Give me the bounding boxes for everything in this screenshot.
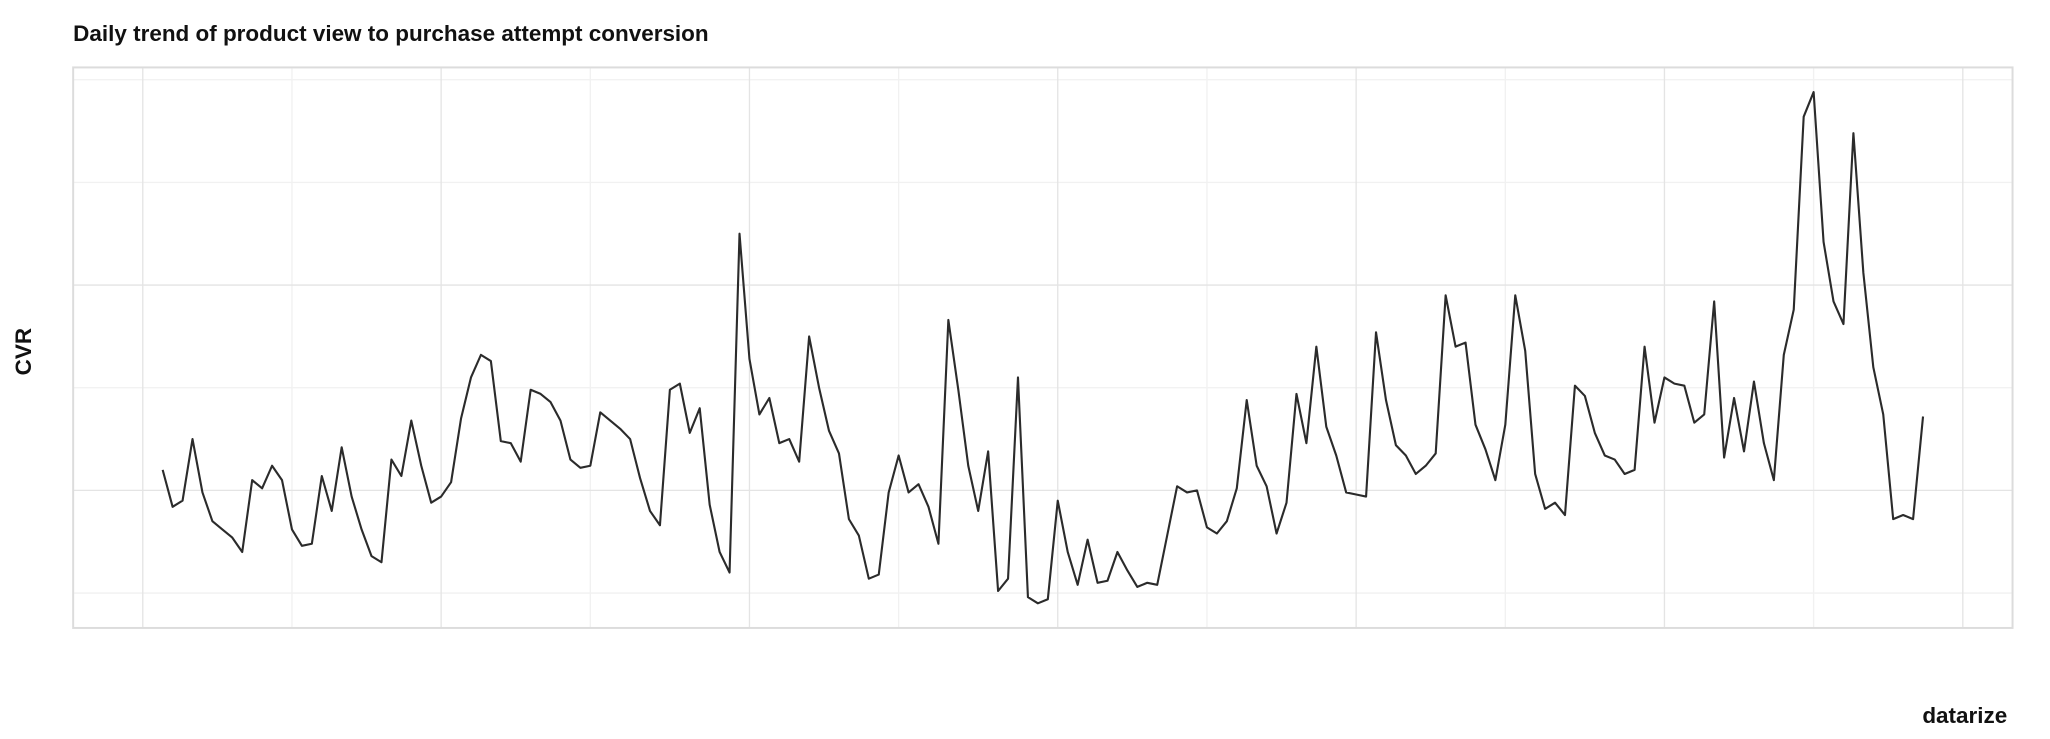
chart-title: Daily trend of product view to purchase …: [73, 21, 708, 46]
y-axis-label: CVR: [11, 328, 36, 375]
plot-border: [72, 66, 2014, 629]
line: [161, 91, 1925, 605]
x-axis-label: datarize: [1922, 703, 2007, 728]
